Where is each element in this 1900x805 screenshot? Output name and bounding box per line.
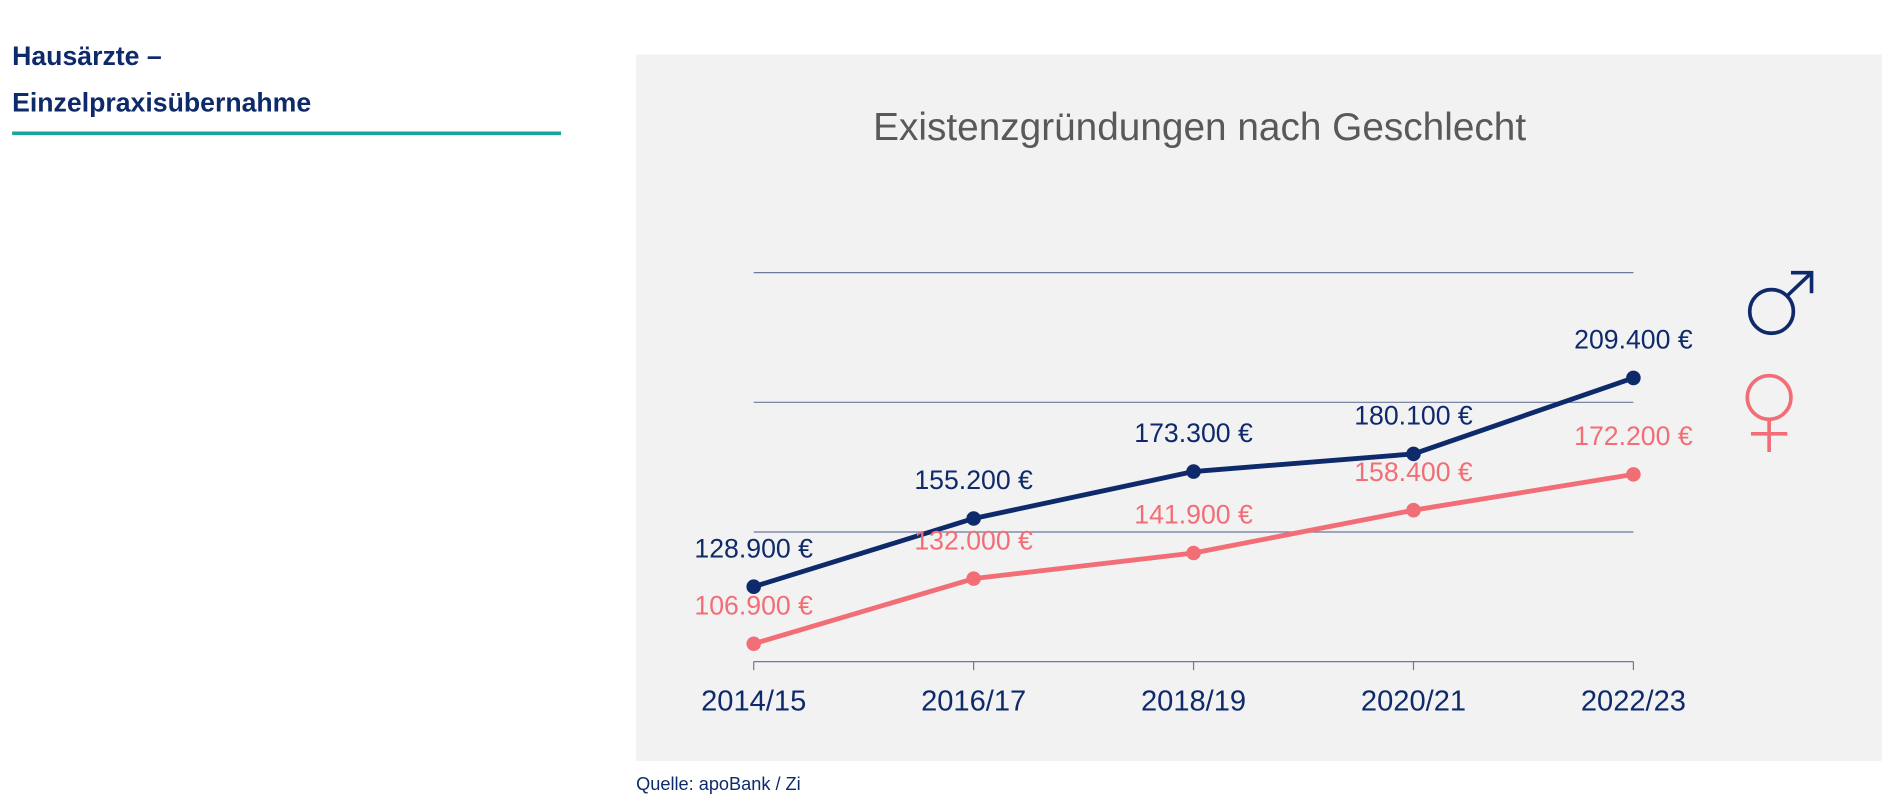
male-symbol xyxy=(1747,270,1814,336)
data-label: 209.400 € xyxy=(1574,325,1693,355)
data-label: 180.100 € xyxy=(1354,401,1473,431)
data-point xyxy=(746,636,761,652)
data-point xyxy=(1406,446,1421,462)
female-symbol xyxy=(1745,373,1793,452)
data-label: 128.900 € xyxy=(694,533,813,563)
source-note: Quelle: apoBank / Zi xyxy=(636,774,801,794)
heading-line: Einzelpraxisübernahme xyxy=(12,87,311,117)
data-point xyxy=(1186,545,1201,561)
data-point xyxy=(1626,467,1641,482)
data-label: 141.900 € xyxy=(1134,500,1253,530)
chart-title: Existenzgründungen nach Geschlecht xyxy=(873,106,1526,149)
data-point xyxy=(1186,464,1201,479)
x-tick-label: 2014/15 xyxy=(701,686,806,718)
chart-panel xyxy=(636,54,1882,761)
x-tick-label: 2022/23 xyxy=(1581,686,1686,718)
data-point xyxy=(966,571,981,586)
data-label: 172.200 € xyxy=(1574,421,1693,451)
data-label: 173.300 € xyxy=(1134,418,1253,448)
data-label: 106.900 € xyxy=(694,590,813,620)
x-tick-label: 2020/21 xyxy=(1361,686,1466,718)
x-tick-label: 2016/17 xyxy=(921,686,1026,718)
data-label: 132.000 € xyxy=(914,525,1033,555)
data-point xyxy=(1626,370,1641,386)
data-point xyxy=(966,511,981,526)
data-point xyxy=(1406,502,1421,518)
x-tick-label: 2018/19 xyxy=(1141,686,1246,718)
data-label: 158.400 € xyxy=(1354,457,1473,487)
data-point xyxy=(746,579,761,594)
heading-line: Hausärzte – xyxy=(12,41,162,71)
data-label: 155.200 € xyxy=(914,465,1033,495)
